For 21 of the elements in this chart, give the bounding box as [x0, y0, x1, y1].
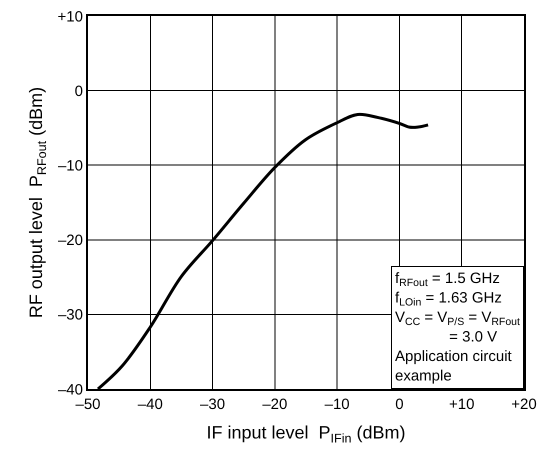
annotation: Application circuit — [395, 348, 513, 365]
x-tick-label: +20 — [511, 396, 537, 413]
y-tick-label: +10 — [58, 8, 83, 26]
annotation: = 3.0 V — [395, 328, 498, 346]
annotation: f$_{LOin}$ = 1.63 GHz — [395, 290, 502, 309]
annotation: example — [395, 368, 452, 384]
x-tick-label: +10 — [448, 396, 474, 413]
x-tick-label: –30 — [200, 396, 226, 413]
annotation: f$_{RFout}$ = 1.5 GHz — [395, 270, 500, 290]
y-tick-label: –40 — [58, 381, 83, 398]
x-tick-label: –10 — [324, 396, 350, 413]
x-axis-title: IF input level P$_{IFin}$ (dBm) — [206, 422, 406, 446]
x-tick-label: –50 — [75, 396, 101, 413]
y-tick-label: –10 — [58, 157, 83, 174]
y-tick-label: 0 — [74, 82, 83, 100]
x-tick-label: –40 — [138, 396, 163, 413]
annotation: V$_{CC}$ = V$_{P/S}$ = V$_{RFout}$ — [395, 309, 520, 328]
y-tick-label: –20 — [58, 232, 83, 250]
x-tick-label: –20 — [262, 396, 288, 413]
y-tick-label: –30 — [58, 306, 83, 324]
x-tick-label: 0 — [395, 396, 404, 413]
